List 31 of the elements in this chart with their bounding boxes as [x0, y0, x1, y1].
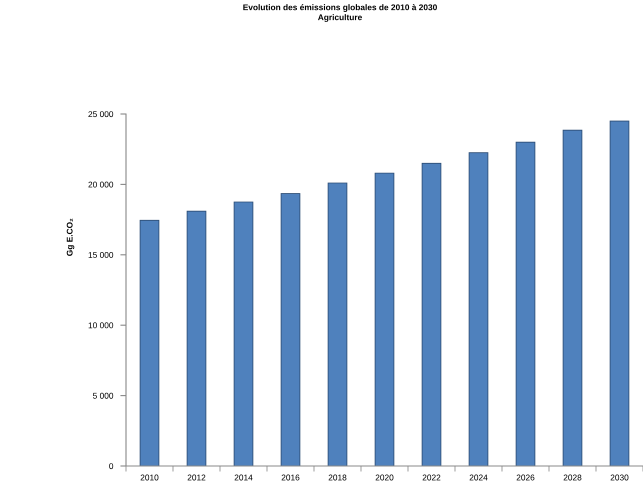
x-tick-label: 2028: [564, 474, 582, 480]
x-tick-label: 2030: [610, 474, 628, 480]
x-tick-label: 2014: [234, 474, 253, 480]
y-tick-label: 10 000: [88, 322, 114, 328]
bar: [516, 142, 536, 466]
y-tick-label: 15 000: [88, 252, 114, 258]
x-tick-label: 2010: [140, 474, 158, 480]
bar: [140, 220, 160, 466]
y-axis-title: Gg E.CO₂: [66, 218, 74, 256]
bar: [186, 210, 206, 466]
y-tick-label: 20 000: [88, 182, 114, 188]
bar: [328, 182, 348, 466]
y-tick-label: 0: [109, 463, 114, 470]
x-tick-label: 2020: [376, 474, 394, 480]
x-tick-label: 2026: [516, 474, 534, 480]
bar: [610, 120, 630, 466]
x-tick-label: 2012: [188, 474, 206, 480]
chart-subtitle: Agriculture: [318, 14, 362, 22]
y-tick-label: 25 000: [88, 111, 114, 118]
bar: [280, 193, 300, 466]
chart-title: Evolution des émissions globales de 2010 à 2030: [243, 4, 437, 12]
x-tick-label: 2024: [470, 474, 488, 480]
bar: [374, 172, 394, 466]
x-tick-label: 2022: [422, 474, 440, 480]
x-tick-label: 2018: [328, 474, 346, 480]
bar: [468, 152, 488, 466]
bar: [422, 162, 442, 466]
x-tick-label: 2016: [282, 474, 300, 480]
bar: [562, 130, 582, 466]
bar: [234, 202, 254, 466]
y-tick-label: 5 000: [92, 392, 114, 399]
